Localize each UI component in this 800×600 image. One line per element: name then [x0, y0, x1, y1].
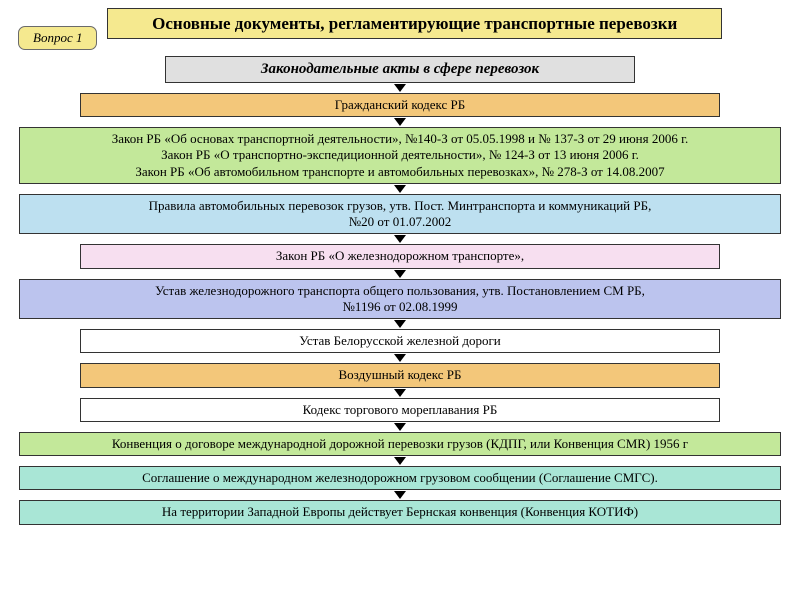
flow-box-3-line-1: №20 от 01.07.2002 — [349, 214, 451, 229]
flow-box-6: Устав Белорусской железной дороги — [80, 329, 720, 353]
arrow-down — [394, 270, 406, 278]
flow-box-11-line-0: На территории Западной Европы действует … — [162, 504, 638, 519]
flow-box-10-line-0: Соглашение о международном железнодорожн… — [142, 470, 658, 485]
flow-box-10: Соглашение о международном железнодорожн… — [19, 466, 781, 490]
arrow-down — [394, 457, 406, 465]
arrow-down — [394, 185, 406, 193]
flow-box-2-line-2: Закон РБ «Об автомобильном транспорте и … — [135, 164, 664, 179]
arrow-down — [394, 320, 406, 328]
arrow-down — [394, 118, 406, 126]
flow-box-7-line-0: Воздушный кодекс РБ — [339, 367, 462, 382]
title-text: Основные документы, регламентирующие тра… — [152, 14, 677, 33]
flowchart: Законодательные акты в сфере перевозок Гр… — [18, 56, 782, 525]
title-box: Основные документы, регламентирующие тра… — [107, 8, 722, 39]
flow-box-6-line-0: Устав Белорусской железной дороги — [299, 333, 501, 348]
flow-box-8-line-0: Кодекс торгового мореплавания РБ — [303, 402, 498, 417]
arrow-down — [394, 84, 406, 92]
flow-box-7: Воздушный кодекс РБ — [80, 363, 720, 387]
flow-box-0: Законодательные акты в сфере перевозок — [165, 56, 635, 83]
flow-box-9-line-0: Конвенция о договоре международной дорож… — [112, 436, 688, 451]
question-badge-text: Вопрос 1 — [33, 30, 82, 45]
flow-box-0-line-0: Законодательные акты в сфере перевозок — [261, 61, 539, 77]
flow-box-8: Кодекс торгового мореплавания РБ — [80, 398, 720, 422]
flow-box-2-line-0: Закон РБ «Об основах транспортной деятел… — [112, 131, 688, 146]
flow-box-2-line-1: Закон РБ «О транспортно-экспедиционной д… — [161, 147, 639, 162]
question-badge: Вопрос 1 — [18, 26, 97, 50]
arrow-down — [394, 423, 406, 431]
flow-box-4: Закон РБ «О железнодорожном транспорте», — [80, 244, 720, 268]
flow-box-4-line-0: Закон РБ «О железнодорожном транспорте», — [276, 248, 524, 263]
flow-box-1-line-0: Гражданский кодекс РБ — [335, 97, 465, 112]
flow-box-5-line-0: Устав железнодорожного транспорта общего… — [155, 283, 645, 298]
flow-box-5: Устав железнодорожного транспорта общего… — [19, 279, 781, 320]
flow-box-5-line-1: №1196 от 02.08.1999 — [343, 299, 458, 314]
arrow-down — [394, 491, 406, 499]
flow-box-2: Закон РБ «Об основах транспортной деятел… — [19, 127, 781, 184]
flow-box-1: Гражданский кодекс РБ — [80, 93, 720, 117]
flow-box-11: На территории Западной Европы действует … — [19, 500, 781, 524]
flow-box-3: Правила автомобильных перевозок грузов, … — [19, 194, 781, 235]
arrow-down — [394, 354, 406, 362]
flow-box-3-line-0: Правила автомобильных перевозок грузов, … — [149, 198, 652, 213]
flow-box-9: Конвенция о договоре международной дорож… — [19, 432, 781, 456]
arrow-down — [394, 389, 406, 397]
arrow-down — [394, 235, 406, 243]
